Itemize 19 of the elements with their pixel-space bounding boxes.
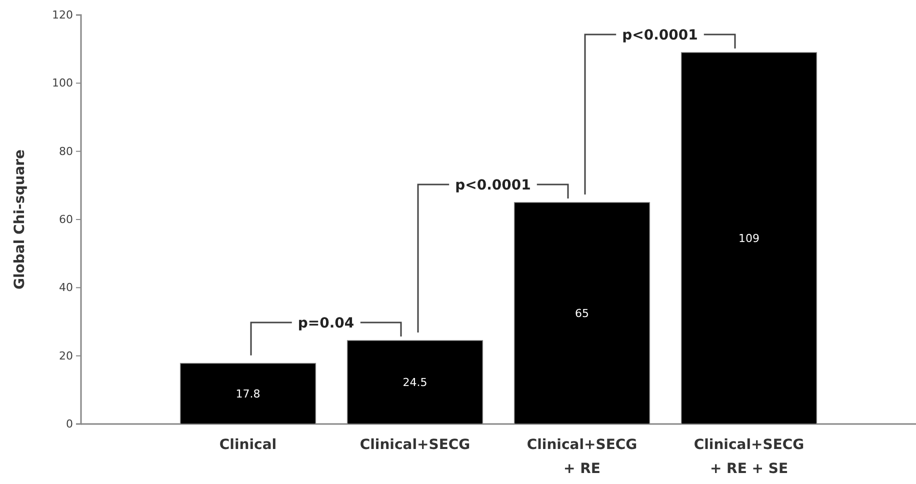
y-tick-label: 80	[59, 144, 73, 158]
y-tick-label: 100	[52, 76, 73, 90]
x-tick-label: Clinical	[219, 437, 277, 453]
data-label: 65	[575, 307, 589, 320]
y-tick-label: 60	[59, 213, 73, 226]
data-label: 109	[738, 232, 760, 246]
y-tick-label: 120	[52, 8, 73, 22]
annotation: p<0.0001	[455, 177, 531, 194]
x-tick-label: Clinical+SECG + RE + SE	[694, 437, 804, 477]
y-tick-label: 0	[66, 418, 73, 431]
annotation: p<0.0001	[622, 27, 698, 44]
x-tick-label: Clinical+SECG	[360, 437, 470, 453]
y-tick-label: 20	[59, 349, 73, 362]
y-tick-label: 40	[59, 281, 73, 294]
annotation: p=0.04	[298, 315, 354, 332]
data-label: 17.8	[236, 388, 260, 401]
data-label: 24.5	[402, 376, 428, 390]
y-axis-title: Global Chi-square	[12, 149, 28, 290]
x-tick-label: Clinical+SECG + RE	[526, 437, 638, 477]
